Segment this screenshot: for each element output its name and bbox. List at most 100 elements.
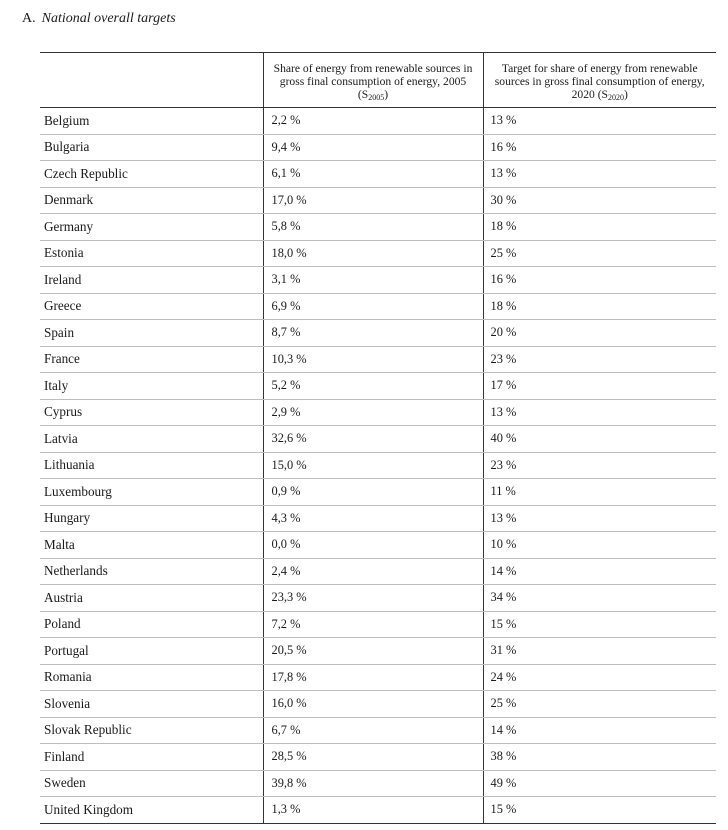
table-row: Netherlands 2,4 % 14 % [40, 558, 716, 585]
table-row: France 10,3 % 23 % [40, 346, 716, 373]
country-cell: Cyprus [40, 399, 263, 426]
header-target-2020-text: Target for share of energy from renewabl… [494, 62, 705, 101]
target-2020-cell: 15 % [482, 611, 716, 638]
target-2020-cell: 14 % [482, 558, 716, 585]
target-2020-cell: 38 % [482, 743, 716, 771]
target-2020-cell: 13 % [482, 399, 716, 426]
table-row: Greece 6,9 % 18 % [40, 293, 716, 320]
share-2005-cell: 10,3 % [262, 346, 483, 373]
share-2005-cell: 20,5 % [262, 637, 483, 665]
country-cell: Netherlands [40, 558, 263, 585]
share-2005-cell: 23,3 % [262, 584, 483, 612]
target-2020-cell: 20 % [482, 319, 716, 347]
table-row: Czech Republic 6,1 % 13 % [40, 160, 716, 188]
country-cell: Spain [40, 319, 263, 347]
share-2005-cell: 6,7 % [262, 717, 483, 744]
header-share-2005-sub: 2005 [368, 93, 385, 102]
country-cell: Portugal [40, 637, 263, 665]
table-row: Finland 28,5 % 38 % [40, 743, 716, 771]
share-2005-cell: 39,8 % [262, 770, 483, 797]
table-row: Denmark 17,0 % 30 % [40, 187, 716, 214]
target-2020-cell: 14 % [482, 717, 716, 744]
target-2020-cell: 25 % [482, 240, 716, 267]
target-2020-cell: 40 % [482, 425, 716, 453]
country-cell: Greece [40, 293, 263, 320]
country-cell: Poland [40, 611, 263, 638]
share-2005-cell: 0,9 % [262, 478, 483, 506]
table-row: Sweden 39,8 % 49 % [40, 770, 716, 797]
share-2005-cell: 2,4 % [262, 558, 483, 585]
table-row: Romania 17,8 % 24 % [40, 664, 716, 691]
share-2005-cell: 5,8 % [262, 213, 483, 241]
target-2020-cell: 34 % [482, 584, 716, 612]
target-2020-cell: 18 % [482, 293, 716, 320]
country-cell: United Kingdom [40, 796, 263, 824]
target-2020-cell: 25 % [482, 690, 716, 718]
table-row: Latvia 32,6 % 40 % [40, 425, 716, 453]
share-2005-cell: 18,0 % [262, 240, 483, 267]
share-2005-cell: 17,8 % [262, 664, 483, 691]
target-2020-cell: 10 % [482, 531, 716, 559]
table-row: Spain 8,7 % 20 % [40, 319, 716, 347]
country-cell: Czech Republic [40, 160, 263, 188]
target-2020-cell: 17 % [482, 372, 716, 400]
share-2005-cell: 6,9 % [262, 293, 483, 320]
target-2020-cell: 13 % [482, 160, 716, 188]
country-cell: Germany [40, 213, 263, 241]
target-2020-cell: 31 % [482, 637, 716, 665]
share-2005-cell: 5,2 % [262, 372, 483, 400]
header-target-2020: Target for share of energy from renewabl… [483, 52, 716, 108]
table-row: Ireland 3,1 % 16 % [40, 266, 716, 294]
country-cell: Belgium [40, 107, 263, 135]
target-2020-cell: 30 % [482, 187, 716, 214]
country-cell: Luxembourg [40, 478, 263, 506]
target-2020-cell: 13 % [482, 505, 716, 532]
target-2020-cell: 15 % [482, 796, 716, 824]
table-row: Poland 7,2 % 15 % [40, 611, 716, 638]
target-2020-cell: 24 % [482, 664, 716, 691]
share-2005-cell: 7,2 % [262, 611, 483, 638]
share-2005-cell: 15,0 % [262, 452, 483, 479]
target-2020-cell: 13 % [482, 107, 716, 135]
country-cell: Lithuania [40, 452, 263, 479]
table-row: Bulgaria 9,4 % 16 % [40, 134, 716, 161]
share-2005-cell: 2,9 % [262, 399, 483, 426]
target-2020-cell: 23 % [482, 346, 716, 373]
country-cell: Estonia [40, 240, 263, 267]
table-row: Portugal 20,5 % 31 % [40, 637, 716, 665]
share-2005-cell: 6,1 % [262, 160, 483, 188]
share-2005-cell: 8,7 % [262, 319, 483, 347]
country-cell: Sweden [40, 770, 263, 797]
share-2005-cell: 1,3 % [262, 796, 483, 824]
share-2005-cell: 17,0 % [262, 187, 483, 214]
share-2005-cell: 16,0 % [262, 690, 483, 718]
target-2020-cell: 16 % [482, 134, 716, 161]
target-2020-cell: 16 % [482, 266, 716, 294]
share-2005-cell: 9,4 % [262, 134, 483, 161]
share-2005-cell: 2,2 % [262, 107, 483, 135]
country-cell: Latvia [40, 425, 263, 453]
country-cell: Italy [40, 372, 263, 400]
target-2020-cell: 49 % [482, 770, 716, 797]
share-2005-cell: 4,3 % [262, 505, 483, 532]
header-share-2005: Share of energy from renewable sources i… [262, 52, 484, 108]
table-row: United Kingdom 1,3 % 15 % [40, 796, 716, 824]
country-cell: Bulgaria [40, 134, 263, 161]
table-row: Malta 0,0 % 10 % [40, 531, 716, 559]
country-cell: Malta [40, 531, 263, 559]
target-2020-cell: 11 % [482, 478, 716, 506]
table-row: Hungary 4,3 % 13 % [40, 505, 716, 532]
header-share-2005-text: Share of energy from renewable sources i… [273, 62, 473, 101]
table-row: Luxembourg 0,9 % 11 % [40, 478, 716, 506]
target-2020-cell: 18 % [482, 213, 716, 241]
country-cell: Ireland [40, 266, 263, 294]
country-cell: France [40, 346, 263, 373]
share-2005-cell: 32,6 % [262, 425, 483, 453]
country-cell: Slovenia [40, 690, 263, 718]
target-2020-cell: 23 % [482, 452, 716, 479]
section-heading: A. National overall targets [22, 11, 176, 27]
table-row: Slovenia 16,0 % 25 % [40, 690, 716, 718]
header-country [40, 52, 263, 108]
country-cell: Finland [40, 743, 263, 771]
table-row: Italy 5,2 % 17 % [40, 372, 716, 400]
